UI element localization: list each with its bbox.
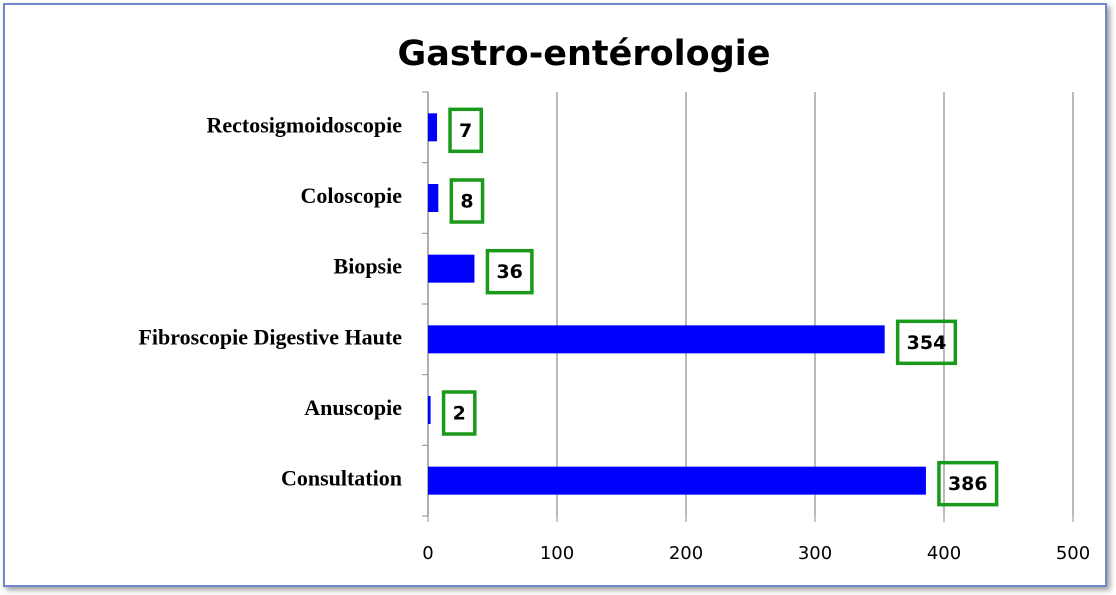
bar bbox=[428, 254, 475, 283]
x-tick-label: 200 bbox=[669, 543, 703, 564]
data-label: 386 bbox=[948, 473, 988, 495]
data-label-box bbox=[448, 107, 484, 154]
y-tick-label: Rectosigmoidoscopie bbox=[206, 112, 402, 137]
y-tick-label: Coloscopie bbox=[301, 183, 403, 208]
bar bbox=[428, 466, 926, 495]
bar bbox=[428, 184, 439, 212]
x-tick-label: 300 bbox=[798, 543, 832, 564]
bar bbox=[428, 396, 431, 424]
bar bbox=[428, 325, 885, 354]
x-tick-label: 100 bbox=[540, 543, 574, 564]
frame bbox=[3, 3, 1107, 587]
y-tick-label: Anuscopie bbox=[304, 395, 402, 420]
data-label: 354 bbox=[907, 332, 947, 354]
data-label: 2 bbox=[453, 403, 466, 425]
data-label-box bbox=[895, 319, 958, 366]
data-label-box bbox=[937, 460, 999, 507]
x-tick-label: 0 bbox=[422, 543, 433, 564]
data-label: 7 bbox=[459, 120, 472, 142]
data-label-box bbox=[441, 390, 477, 436]
data-label-box bbox=[485, 248, 534, 295]
y-tick-label: Consultation bbox=[281, 466, 402, 491]
data-label: 36 bbox=[496, 261, 522, 283]
y-tick-label: Biopsie bbox=[334, 254, 403, 279]
data-label-box bbox=[449, 178, 485, 224]
y-tick-label: Fibroscopie Digestive Haute bbox=[138, 324, 402, 349]
data-label: 8 bbox=[460, 191, 473, 213]
chart-title: Gastro-entérologie bbox=[397, 34, 770, 74]
x-tick-label: 400 bbox=[927, 543, 961, 564]
x-tick-label: 500 bbox=[1056, 543, 1090, 564]
bar bbox=[428, 113, 438, 142]
